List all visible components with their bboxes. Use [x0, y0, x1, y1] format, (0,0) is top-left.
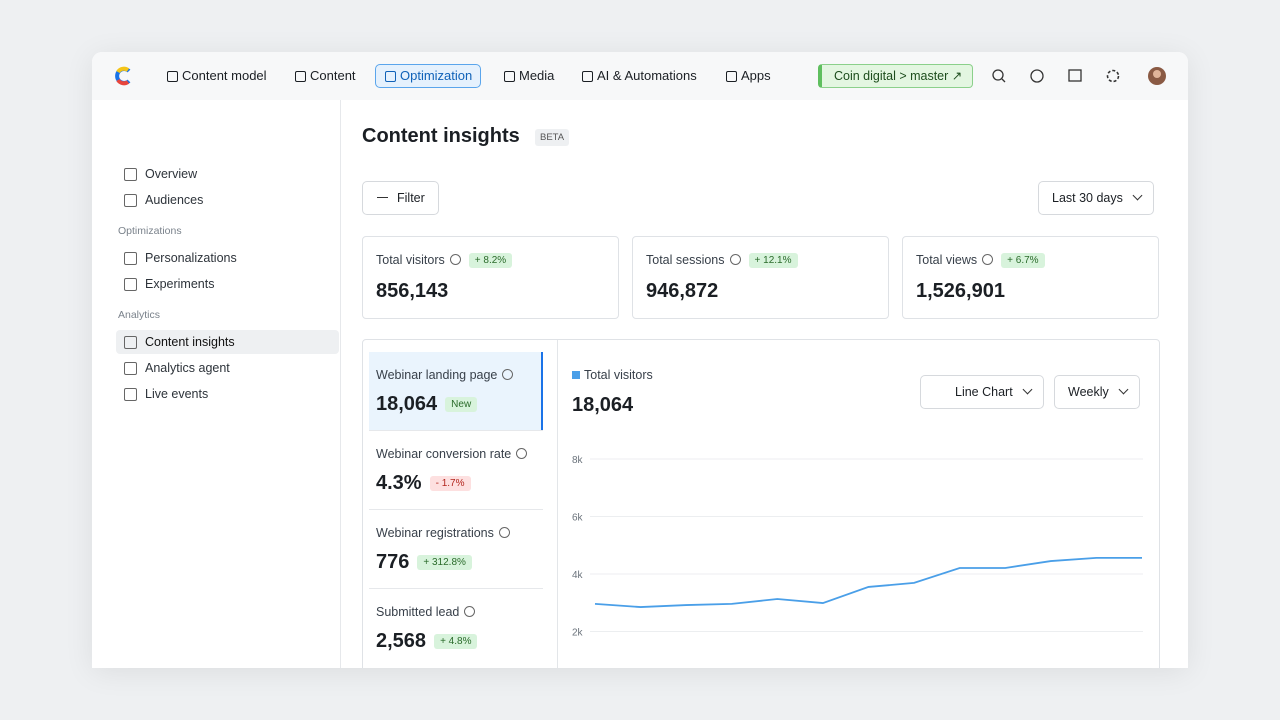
metric-label: Webinar conversion rate	[376, 447, 528, 461]
metric-value-text: 4.3%	[376, 472, 422, 494]
sidebar-section-title: Analytics	[118, 309, 161, 321]
kpi-value: 1,526,901	[916, 280, 1005, 302]
sidebar-item[interactable]: Personalizations	[116, 246, 339, 270]
kpi-change: + 6.7%	[1001, 253, 1045, 269]
chart-type-label: Line Chart	[955, 385, 1013, 399]
sidebar-section-title: Optimizations	[118, 225, 182, 237]
kpi-value: 946,872	[646, 280, 719, 302]
sidebar: Overview Audiences Optimizations Personaliz…	[100, 100, 341, 668]
series-line	[594, 557, 1142, 608]
legend-swatch	[572, 371, 580, 379]
metric-value-text: 2,568	[376, 630, 427, 652]
kpi-label-text: Total visitors	[376, 253, 445, 267]
nav-icon	[504, 71, 515, 82]
metric-tag: - 1.7%	[429, 476, 471, 492]
kpi-change: + 12.1%	[748, 253, 798, 269]
sidebar-item[interactable]: Live events	[116, 382, 339, 406]
interval-button[interactable]: Weekly	[1054, 375, 1140, 409]
chart-headline: 18,064	[572, 394, 634, 416]
info-icon	[464, 606, 476, 617]
chevron	[1022, 384, 1033, 395]
legend-label: Total visitors	[584, 368, 653, 382]
environment-name: master	[910, 69, 949, 83]
kpi-label: Total visitors + 8.2%	[376, 253, 513, 269]
sidebar-item[interactable]: Overview	[116, 162, 339, 186]
line-chart: 2k 4k 6k 8k	[572, 455, 1143, 639]
sidebar-item[interactable]: Audiences	[116, 188, 339, 212]
sidebar-item[interactable]: Analytics agent	[116, 356, 339, 380]
nav-icon	[582, 71, 593, 82]
metric-tag: + 312.8%	[417, 555, 472, 571]
metric-value: 776 + 312.8%	[376, 551, 472, 574]
page-title: Content insights	[362, 125, 520, 147]
kpi-label-text: Total sessions	[646, 253, 725, 267]
metric-label-text: Webinar landing page	[376, 368, 498, 382]
legend: Total visitors	[572, 368, 653, 382]
filter-button[interactable]: Filter	[362, 181, 439, 215]
range-label: Last 30 days	[1052, 191, 1123, 205]
y-tick-label: 8k	[572, 455, 584, 466]
metric-tag: New	[445, 397, 478, 413]
kpi-label-text: Total views	[916, 253, 978, 267]
sidebar-item[interactable]: Experiments	[116, 272, 339, 296]
metric-value-text: 776	[376, 551, 410, 573]
metric-value-text: 18,064	[376, 393, 438, 415]
info-icon	[729, 254, 741, 265]
info-icon	[502, 369, 514, 380]
info-icon	[449, 254, 461, 265]
nav-item[interactable]: Media	[495, 65, 562, 87]
kpi-label: Total views + 6.7%	[916, 253, 1045, 269]
beta-badge: BETA	[535, 129, 570, 146]
metric-label: Submitted lead	[376, 605, 476, 619]
nav-icons	[992, 67, 1166, 85]
range-button[interactable]: Last 30 days	[1038, 181, 1154, 215]
y-tick-label: 2k	[572, 628, 584, 639]
kpi-card	[632, 236, 889, 319]
nav-item[interactable]: Content model	[158, 65, 275, 87]
metric-separator	[369, 509, 543, 510]
nav-icon	[167, 71, 178, 82]
filter-label: Filter	[397, 191, 425, 205]
nav-item[interactable]: AI & Automations	[573, 65, 705, 87]
y-tick-label: 6k	[572, 513, 584, 524]
info-icon	[516, 448, 528, 459]
y-tick-label: 4k	[572, 570, 584, 581]
nav-item[interactable]: Content	[286, 65, 364, 87]
kpi-card	[362, 236, 619, 319]
nav-item[interactable]: Apps	[717, 65, 779, 87]
metric-label: Webinar registrations	[376, 526, 510, 540]
chart-type-button[interactable]: Line Chart	[920, 375, 1044, 409]
environment-pill[interactable]: Coin digital > master ↗	[818, 64, 974, 88]
nav-item[interactable]: Optimization	[375, 64, 482, 88]
nav-icon	[385, 71, 396, 82]
metric-label-text: Webinar registrations	[376, 526, 494, 540]
nav-icon	[295, 71, 306, 82]
metric-separator	[369, 588, 543, 589]
kpi-card	[902, 236, 1159, 319]
kpi-change: + 8.2%	[468, 253, 513, 269]
chevron	[1118, 384, 1129, 395]
logo	[115, 66, 131, 86]
info-icon	[498, 527, 510, 538]
kpi-label: Total sessions + 12.1%	[646, 253, 798, 269]
app-window: Coin digital > master ↗ Content model Con…	[92, 52, 1188, 668]
kpi-value: 856,143	[376, 280, 449, 302]
metric-separator	[369, 430, 543, 431]
metric-label: Webinar landing page	[376, 368, 514, 382]
top-nav: Coin digital > master ↗ Content model Con…	[92, 52, 1188, 100]
interval-label: Weekly	[1068, 385, 1109, 399]
metric-value: 4.3% - 1.7%	[376, 472, 471, 495]
metric-label-text: Webinar conversion rate	[376, 447, 512, 461]
metric-active-bg	[369, 352, 543, 431]
metric-value: 18,064 New	[376, 393, 478, 416]
metric-label-text: Submitted lead	[376, 605, 460, 619]
sidebar-item[interactable]: Content insights	[116, 330, 339, 354]
info-icon	[982, 254, 994, 265]
space-name: Coin digital	[834, 69, 896, 83]
nav-icon	[726, 71, 737, 82]
metric-value: 2,568 + 4.8%	[376, 630, 478, 653]
metric-tag: + 4.8%	[434, 634, 478, 650]
panel-divider	[557, 340, 558, 668]
